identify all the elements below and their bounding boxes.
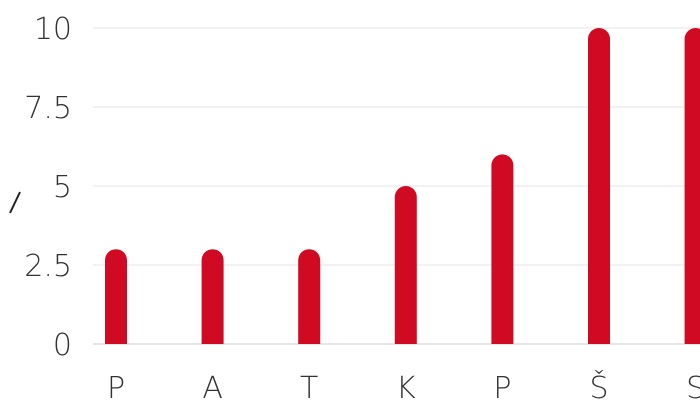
bar	[394, 186, 417, 344]
bar	[298, 249, 321, 344]
x-tick-label: P	[493, 371, 511, 406]
bar	[105, 249, 127, 344]
x-tick-label: A	[202, 371, 223, 406]
left-edge-stroke-mark	[9, 191, 21, 214]
y-tick-label: 7.5	[24, 91, 72, 126]
y-tick-label: 10	[34, 12, 72, 47]
bars	[105, 28, 700, 344]
x-tick-label: P	[107, 371, 125, 406]
bar	[684, 28, 700, 344]
x-tick-label: S	[686, 371, 700, 406]
y-tick-label: 0	[53, 328, 72, 363]
y-tick-label: 2.5	[24, 249, 72, 284]
y-tick-label: 5	[53, 170, 72, 205]
x-tick-label: Š	[589, 369, 608, 406]
x-tick-label: T	[300, 371, 318, 406]
bar	[201, 249, 224, 344]
x-tick-label: K	[396, 371, 416, 406]
y-axis-tick-labels: 0 2.5 5 7.5 10	[24, 12, 72, 363]
bar	[491, 154, 514, 344]
bar	[588, 28, 610, 344]
